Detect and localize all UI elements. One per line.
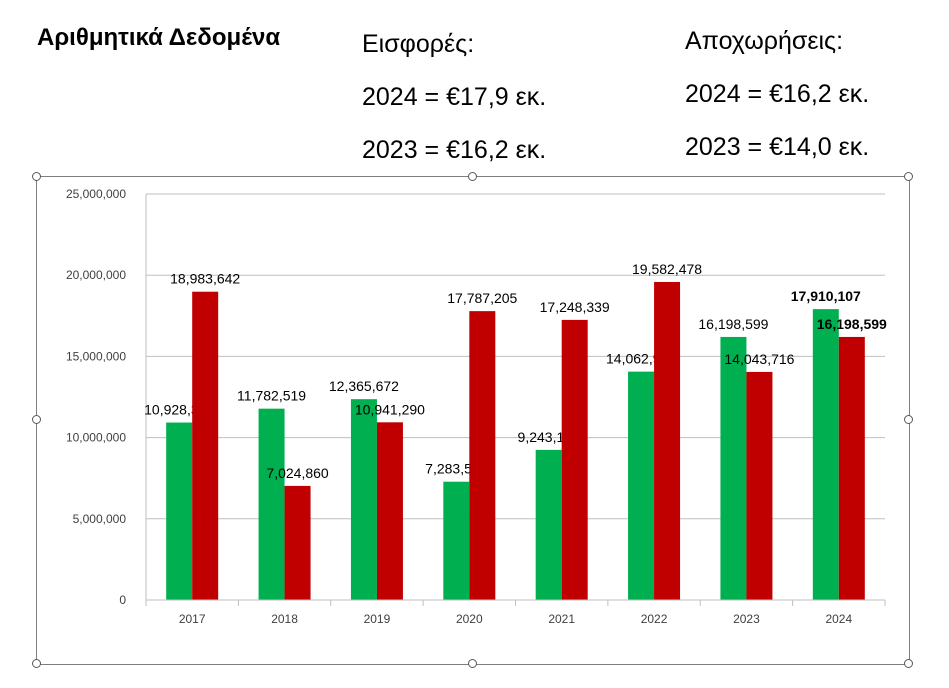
resize-handle-middle-right[interactable] bbox=[904, 415, 913, 424]
resize-handle-bottom-right[interactable] bbox=[904, 659, 913, 668]
contributions-summary: Εισφορές: 2024 = €17,9 εκ. 2023 = €16,2 … bbox=[362, 32, 546, 191]
resize-handle-middle-left[interactable] bbox=[32, 415, 41, 424]
withdrawals-2023: 2023 = €14,0 εκ. bbox=[685, 133, 870, 161]
resize-handle-top-middle[interactable] bbox=[468, 172, 477, 181]
resize-handle-top-left[interactable] bbox=[32, 172, 41, 181]
withdrawals-2024: 2024 = €16,2 εκ. bbox=[685, 80, 870, 108]
resize-handle-bottom-left[interactable] bbox=[32, 659, 41, 668]
contributions-2023: 2023 = €16,2 εκ. bbox=[362, 136, 547, 164]
resize-handle-bottom-middle[interactable] bbox=[468, 659, 477, 668]
chart-frame[interactable] bbox=[36, 176, 910, 665]
contributions-2024: 2024 = €17,9 εκ. bbox=[362, 83, 547, 111]
contributions-label: Εισφορές: bbox=[362, 30, 475, 58]
page-title: Αριθμητικά Δεδομένα bbox=[37, 24, 281, 51]
withdrawals-summary: Αποχωρήσεις: 2024 = €16,2 εκ. 2023 = €14… bbox=[685, 29, 869, 188]
withdrawals-label: Αποχωρήσεις: bbox=[685, 27, 844, 55]
resize-handle-top-right[interactable] bbox=[904, 172, 913, 181]
